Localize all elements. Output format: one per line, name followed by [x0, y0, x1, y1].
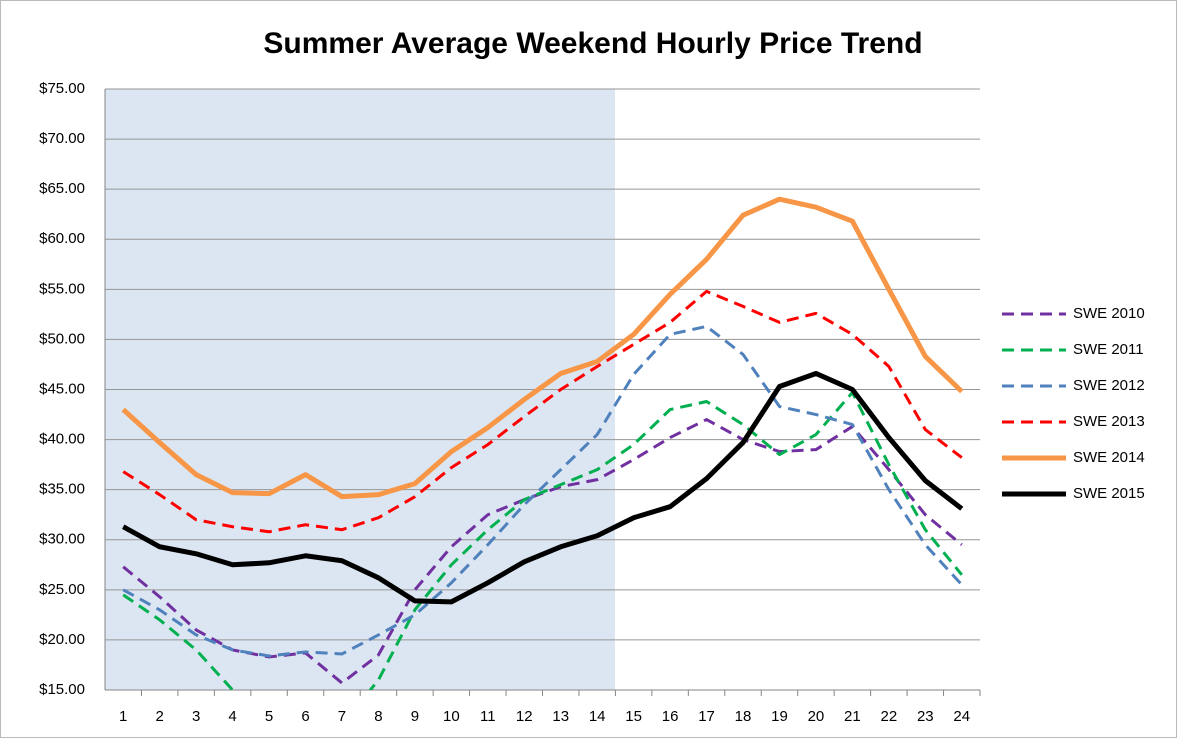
series-line [122, 370, 964, 605]
y-tick-label: $40.00 [39, 431, 85, 448]
x-tick-label: 17 [698, 708, 715, 725]
x-tick-label: 18 [735, 708, 752, 725]
series-line [122, 391, 963, 690]
x-tick-label: 19 [771, 708, 788, 725]
y-tick-label: $70.00 [39, 130, 85, 147]
x-tick-label: 3 [192, 708, 200, 725]
series-line [122, 289, 963, 534]
legend-label: SWE 2010 [1073, 305, 1145, 322]
series-line [122, 324, 963, 658]
x-tick-label: 15 [625, 708, 642, 725]
legend-label: SWE 2015 [1073, 485, 1145, 502]
x-tick-label: 5 [265, 708, 273, 725]
y-tick-label: $50.00 [39, 330, 85, 347]
x-tick-label: 11 [480, 708, 496, 725]
legend-label: SWE 2012 [1073, 377, 1145, 394]
x-tick-label: 4 [228, 708, 236, 725]
series-line [121, 196, 964, 500]
y-tick-label: $60.00 [39, 230, 85, 247]
x-tick-label: 20 [808, 708, 825, 725]
legend-label: SWE 2013 [1073, 413, 1145, 430]
x-tick-label: 14 [589, 708, 606, 725]
x-tick-label: 22 [881, 708, 898, 725]
x-tick-label: 2 [156, 708, 164, 725]
x-tick-label: 9 [411, 708, 419, 725]
legend-label: SWE 2011 [1073, 341, 1144, 358]
y-tick-label: $35.00 [39, 481, 85, 498]
y-tick-label: $45.00 [39, 380, 85, 397]
x-tick-label: 10 [443, 708, 460, 725]
y-tick-label: $30.00 [39, 531, 85, 548]
y-tick-label: $15.00 [39, 681, 85, 698]
x-tick-label: 1 [119, 708, 127, 725]
chart-title: Summer Average Weekend Hourly Price Tren… [263, 27, 922, 60]
y-tick-label: $55.00 [39, 280, 85, 297]
y-tick-label: $20.00 [39, 631, 85, 648]
y-tick-label: $25.00 [39, 581, 85, 598]
legend-label: SWE 2014 [1073, 449, 1145, 466]
x-tick-label: 12 [516, 708, 533, 725]
x-tick-label: 8 [374, 708, 382, 725]
x-tick-label: 13 [552, 708, 569, 725]
x-tick-label: 21 [844, 708, 861, 725]
x-tick-label: 7 [338, 708, 346, 725]
y-tick-label: $65.00 [39, 180, 85, 197]
x-tick-label: 16 [662, 708, 679, 725]
x-tick-label: 23 [917, 708, 934, 725]
y-tick-label: $75.00 [39, 80, 85, 97]
x-tick-label: 6 [301, 708, 309, 725]
x-tick-label: 24 [953, 708, 970, 725]
